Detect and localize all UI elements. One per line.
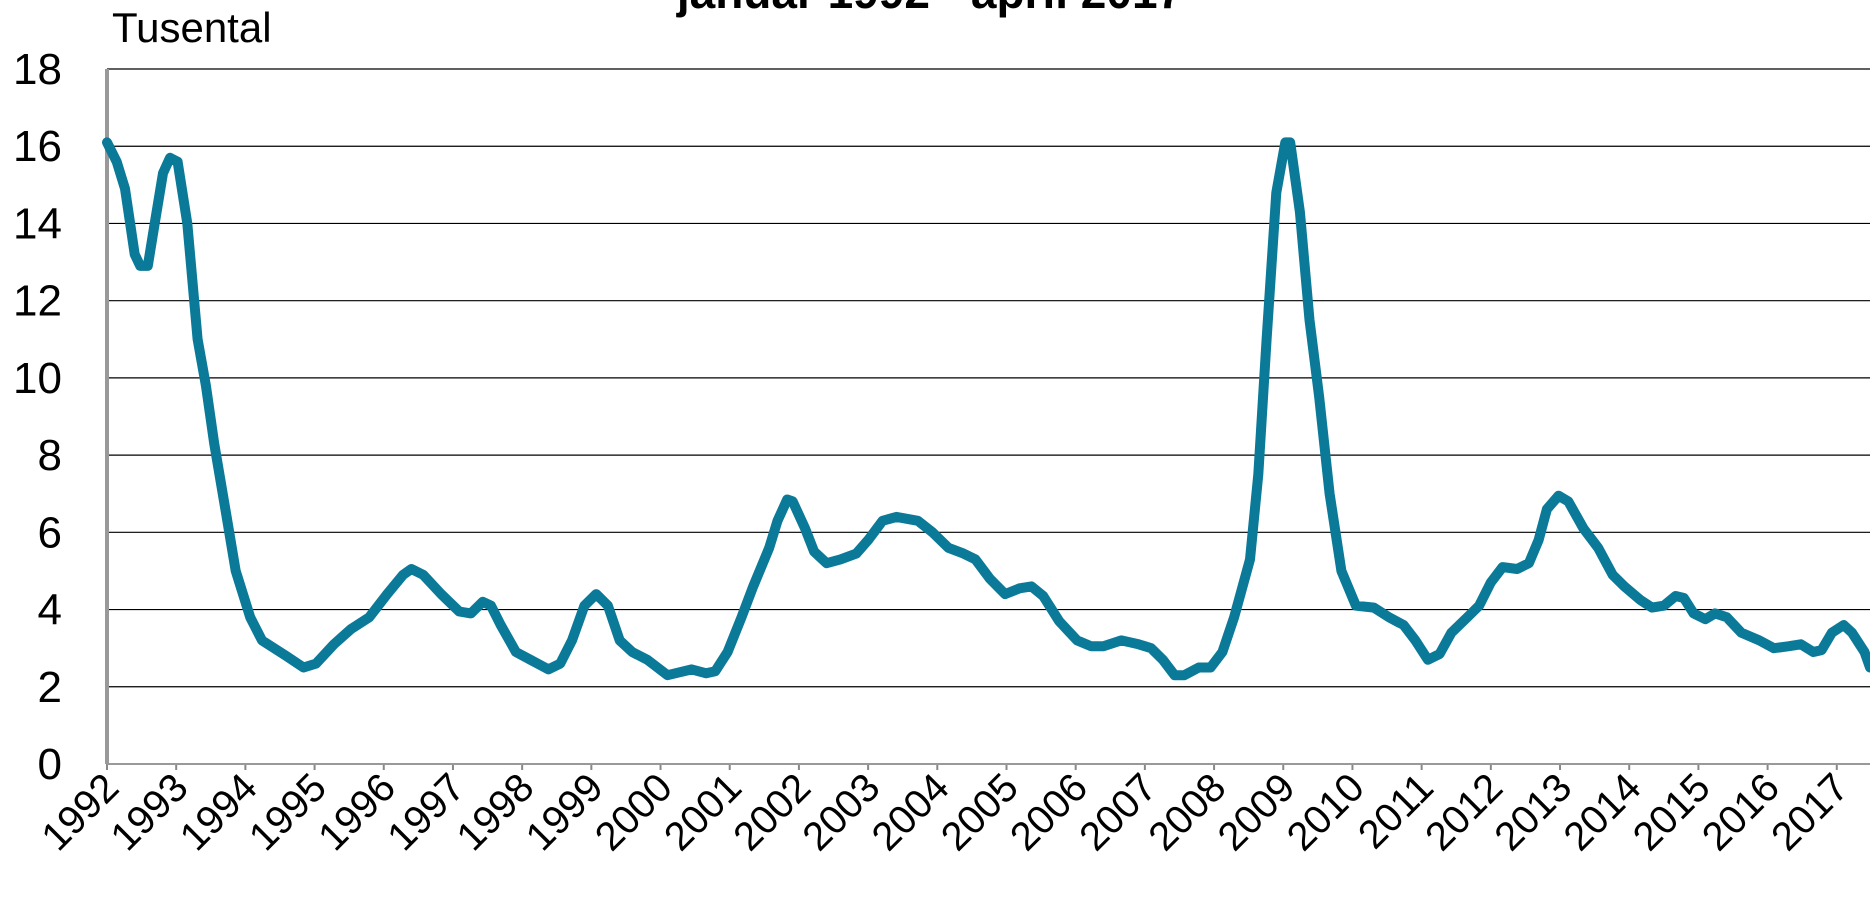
y-tick-label: 14: [13, 199, 62, 248]
x-tick-label: 2016: [1694, 765, 1788, 859]
x-tick-label: 1993: [103, 765, 197, 859]
x-tick-label: 2008: [1140, 765, 1234, 859]
y-axis-label: Tusental: [112, 4, 272, 51]
y-tick-label: 12: [13, 277, 62, 326]
x-tick-label: 2011: [1350, 765, 1442, 857]
data-line: [102, 137, 1870, 681]
x-tick-label: 1997: [379, 765, 473, 859]
x-tick-label: 2000: [587, 765, 681, 859]
x-tick-label: 2003: [794, 765, 888, 859]
x-tick-label: 2009: [1210, 765, 1304, 859]
x-tick-label: 1996: [310, 765, 404, 859]
x-tick-label: 2014: [1556, 765, 1650, 859]
x-tick-label: 2017: [1763, 765, 1857, 859]
x-tick-label: 1994: [172, 765, 266, 859]
x-tick-label: 2004: [864, 765, 958, 859]
x-tick-label: 2001: [656, 765, 750, 859]
y-tick-label: 4: [38, 586, 62, 635]
x-tick-label: 1995: [241, 765, 335, 859]
x-tick-label: 2013: [1486, 765, 1580, 859]
y-tick-label: 16: [13, 122, 62, 171]
x-tick-label: 2012: [1417, 765, 1511, 859]
y-tick-label: 10: [13, 354, 62, 403]
x-tick-label: 2002: [725, 765, 819, 859]
y-tick-label: 0: [38, 740, 62, 789]
y-tick-label: 2: [38, 663, 62, 712]
x-tick-label: 2006: [1002, 765, 1096, 859]
x-tick-label: 2010: [1279, 765, 1373, 859]
x-tick-label: 2005: [933, 765, 1027, 859]
chart-title: januar 1992 - april 2017: [676, 0, 1183, 18]
y-tick-label: 8: [38, 431, 62, 480]
x-tick-label: 2007: [1071, 765, 1165, 859]
x-tick-label: 2015: [1625, 765, 1719, 859]
x-tick-label: 1999: [518, 765, 612, 859]
x-tick-label: 1998: [448, 765, 542, 859]
y-tick-label: 18: [13, 45, 62, 94]
y-tick-label: 6: [38, 508, 62, 557]
